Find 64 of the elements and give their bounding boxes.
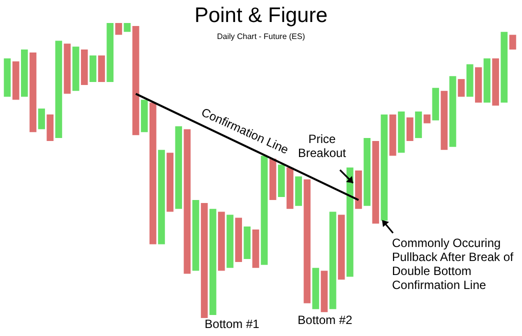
candlestick	[406, 117, 414, 141]
candlestick	[132, 26, 140, 136]
candlestick	[398, 112, 405, 153]
candlestick	[440, 90, 448, 150]
candlestick	[4, 58, 11, 97]
candlestick	[329, 212, 336, 310]
candlestick	[140, 100, 148, 132]
candlestick	[209, 208, 216, 316]
candlestick	[124, 23, 131, 32]
chart-title: Point & Figure	[193, 4, 329, 28]
candlestick	[286, 168, 294, 209]
candlestick	[12, 61, 20, 100]
candlestick	[158, 150, 165, 244]
candlestick	[90, 55, 96, 82]
candlestick	[260, 156, 268, 265]
candlestick	[106, 23, 114, 82]
candlestick	[80, 50, 88, 85]
candlestick	[475, 67, 482, 103]
candlestick	[415, 112, 422, 138]
candlestick	[372, 141, 380, 224]
text: Daily Chart - Future (ES)	[216, 32, 306, 41]
candlestick	[304, 179, 311, 304]
annotation: Price Breakout	[296, 132, 348, 160]
candlestick	[218, 212, 225, 271]
candlestick	[449, 76, 456, 147]
candlestick	[492, 58, 500, 106]
candlestick	[192, 200, 200, 271]
candlestick	[458, 79, 465, 97]
candlestick	[226, 214, 234, 268]
candlestick	[98, 55, 105, 82]
candlestick	[364, 138, 371, 206]
candlestick	[320, 270, 328, 312]
candlestick	[115, 23, 122, 35]
candlestick	[64, 44, 71, 94]
candlestick	[500, 32, 508, 103]
candlestick	[312, 268, 320, 310]
candlestick	[175, 126, 182, 209]
candlestick	[184, 129, 191, 274]
annotation: Bottom #2	[296, 313, 354, 327]
candlestick	[235, 218, 242, 262]
candlestick	[149, 102, 156, 244]
candlestick	[338, 214, 345, 280]
candlestick	[244, 226, 251, 259]
candlestick	[466, 64, 474, 97]
candlestick	[30, 52, 36, 132]
candlestick	[484, 58, 490, 103]
annotation: Commonly Occuring Pullback After Break of Double Bottom Confirmation Line	[392, 236, 514, 292]
candlestick	[278, 164, 285, 198]
candlestick	[509, 34, 516, 50]
candlestick	[20, 50, 28, 97]
candlestick	[72, 46, 80, 91]
candlestick	[166, 152, 174, 212]
candlestick	[295, 176, 302, 206]
annotation: Bottom #1	[204, 317, 260, 331]
candlestick	[389, 114, 396, 156]
candlestick	[252, 230, 260, 268]
candlestick	[46, 114, 54, 141]
candlestick	[38, 108, 45, 130]
candlestick	[200, 202, 208, 318]
candlestick	[355, 170, 362, 209]
candlestick	[269, 158, 276, 200]
candlestick	[55, 40, 62, 138]
candlestick	[432, 88, 440, 120]
candlestick	[424, 114, 430, 124]
